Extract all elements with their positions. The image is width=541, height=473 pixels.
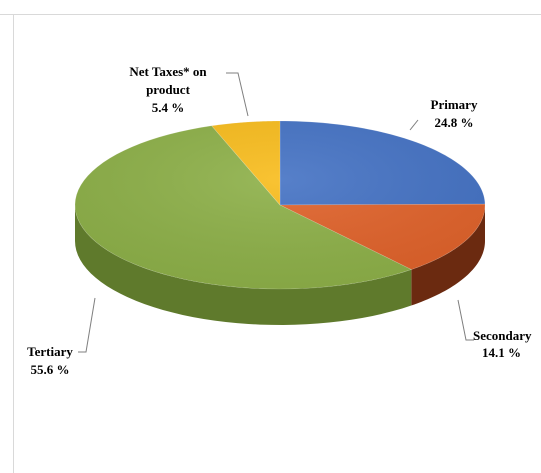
leader-primary (409, 119, 419, 131)
label-net-taxes-category-line1: Net Taxes* on (129, 64, 207, 79)
frame-left-border (13, 14, 14, 473)
label-net-taxes-percent: 5.4 % (152, 100, 185, 115)
label-tertiary-percent: 55.6 % (31, 362, 70, 377)
label-primary-percent: 24.8 % (435, 115, 474, 130)
label-secondary-percent: 14.1 % (482, 345, 521, 360)
label-net-taxes-category-line2: product (146, 82, 190, 97)
leader-net-taxes (226, 72, 249, 117)
pie-top-shading (75, 121, 485, 289)
label-tertiary-category: Tertiary (27, 344, 73, 359)
pie-slices (74, 120, 486, 290)
frame-top-border (0, 14, 541, 15)
pie-side-walls (75, 205, 485, 325)
leader-secondary (457, 299, 474, 341)
label-primary-category: Primary (431, 97, 478, 112)
leader-tertiary (78, 297, 96, 353)
side-wall-tertiary (75, 205, 412, 325)
label-secondary-category: Secondary (473, 328, 532, 343)
side-wall-secondary (411, 205, 485, 306)
pie-labels: Primary 24.8 % Secondary 14.1 % Tertiary… (27, 64, 532, 377)
